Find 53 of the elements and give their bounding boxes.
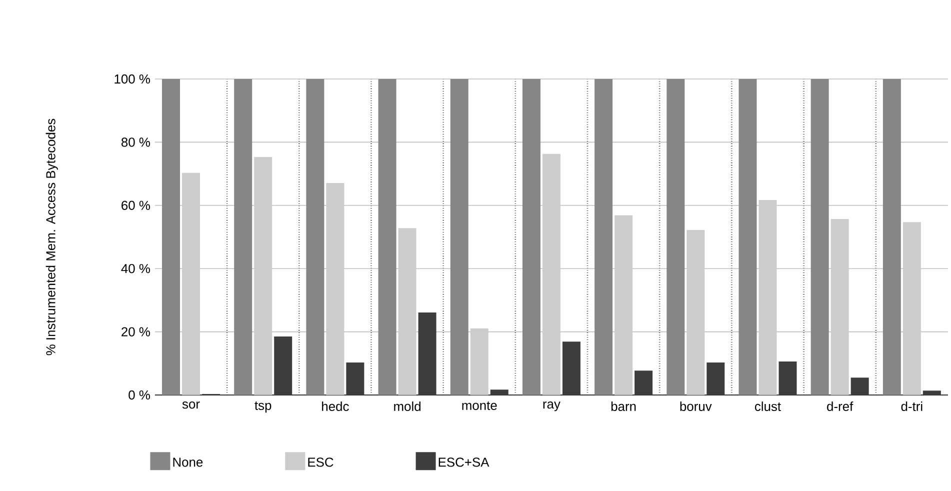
bar (758, 200, 777, 395)
bar (162, 78, 180, 395)
bar (778, 362, 797, 395)
bar (522, 78, 540, 395)
x-tick-label: d-ref (827, 402, 854, 412)
legend-label: ESC (308, 458, 334, 467)
bar (470, 328, 488, 395)
bar (850, 378, 869, 395)
bar (182, 172, 200, 395)
bar (882, 78, 901, 395)
bar (634, 370, 653, 395)
y-tick-label: 20 % (122, 327, 150, 336)
bar (326, 182, 344, 395)
bar (398, 228, 416, 395)
y-tick-label: 100 % (114, 74, 150, 84)
bar (562, 342, 580, 395)
x-tick-label: tsp (254, 402, 272, 413)
bar (418, 312, 436, 395)
bar (902, 222, 921, 395)
legend-label: ESC+SA (438, 458, 490, 467)
bar (614, 215, 633, 395)
x-tick-label: sor (182, 402, 200, 409)
bar (234, 78, 252, 395)
bar (274, 336, 292, 395)
x-tick-label: monte (462, 402, 497, 410)
x-tick-label: clust (754, 402, 781, 412)
bar (810, 78, 829, 395)
x-tick-label: hedc (322, 402, 349, 412)
bar (306, 78, 324, 395)
y-tick-label: 0 % (128, 390, 150, 400)
y-axis-title: % Instrumented Mem. Access Bytecodes (46, 118, 58, 356)
x-tick-label: d-tri (901, 402, 922, 412)
bar (594, 78, 613, 395)
bar (378, 78, 396, 395)
bar (738, 78, 757, 395)
y-tick-label: 60 % (122, 200, 150, 210)
bar (490, 390, 508, 395)
x-tick-label: mold (394, 402, 420, 412)
x-tick-label: boruv (680, 402, 712, 412)
bar (542, 154, 560, 395)
bar (922, 390, 941, 395)
y-tick-label: 40 % (121, 264, 150, 274)
y-tick-label: 80 % (121, 138, 150, 147)
legend-label: None (173, 458, 203, 467)
x-tick-label: ray (543, 402, 560, 412)
bar (254, 157, 272, 395)
bar (706, 362, 725, 395)
bar (830, 218, 849, 395)
bar (666, 78, 685, 395)
bar (346, 362, 364, 395)
bar (686, 230, 705, 395)
x-tick-label: barn (611, 402, 636, 412)
bar (450, 78, 468, 395)
